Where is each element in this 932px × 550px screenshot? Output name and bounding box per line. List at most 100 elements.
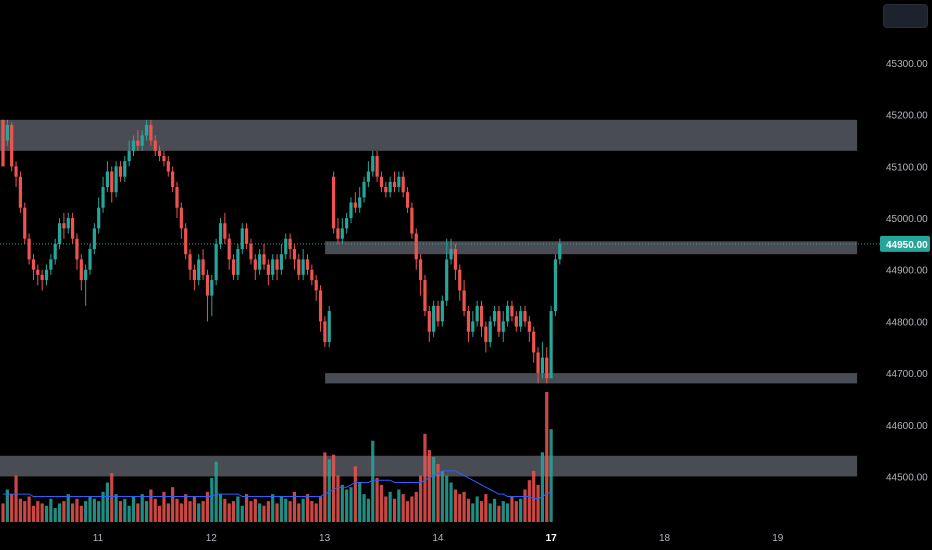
volume-bar [379,484,384,522]
volume-bar [123,498,127,522]
volume-bar [449,482,453,522]
candle-body [49,259,53,270]
volume-bar [227,503,231,522]
candle-body [527,321,531,332]
candle-body [27,238,31,260]
candle-body [271,259,275,275]
candle-body [410,207,414,234]
volume-bar [523,489,527,522]
volume-bar [388,491,392,522]
volume-bar [423,433,427,522]
volume-bar [144,501,149,522]
volume-bar [358,482,362,522]
volume-bar [397,489,401,522]
candle-body [53,243,57,260]
volume-bar [240,505,244,522]
y-tick-label: 45100.00 [886,162,928,173]
candle-body [345,218,349,229]
volume-ma-line [3,470,552,500]
candle-body [492,311,497,322]
candle-body [31,259,36,270]
candle-body [332,176,336,229]
volume-bar [488,503,492,522]
candle-body [323,321,327,343]
candle-body [519,311,523,327]
volume-bar [549,429,553,522]
candle-body [231,259,236,275]
candles-layer [1,119,562,384]
volume-bar [201,501,205,522]
zone-0 [0,119,858,151]
volume-bar [292,491,297,522]
candle-body [66,218,70,229]
candle-body [423,280,427,312]
candle-body [553,259,558,312]
last-price-value: 44950.00 [886,240,928,251]
candle-body [84,269,88,281]
volume-bar [231,501,236,522]
volume-bar [375,477,379,522]
volume-bar [53,508,57,522]
candle-body [349,202,353,219]
candle-body [210,280,214,296]
volume-bar [492,498,497,522]
candle-body [136,140,140,146]
volume-bar [432,457,436,522]
candle-body [75,238,79,260]
candle-body [258,254,262,270]
x-tick-label: 17 [546,533,558,544]
y-tick-label: 44500.00 [886,472,928,483]
volume-bar [205,491,210,522]
candle-body [501,321,505,332]
volume-bar [297,503,301,522]
candle-body [305,259,310,270]
volume-bar [75,498,79,522]
volume-bar [218,494,223,522]
candle-body [497,311,501,332]
chart-settings-button[interactable] [883,4,928,28]
candle-body [436,305,440,322]
candle-body [545,357,549,379]
candle-body [318,290,323,322]
volume-bar [127,505,131,522]
volume-bar [166,503,170,522]
candle-body [471,321,475,332]
volume-bar [110,473,114,522]
volume-bar [310,501,314,522]
candle-body [445,259,449,301]
volume-bar [275,503,279,522]
volume-bar [366,498,370,522]
volume-bar [484,494,488,522]
x-tick-label: 19 [772,533,784,544]
candle-body [336,228,340,239]
volume-bar [336,475,340,522]
candle-body [118,166,123,177]
candle-body [123,161,127,177]
candle-body [40,274,44,281]
volume-bar [105,482,109,522]
volume-bar [410,496,414,522]
volume-bar [519,498,523,522]
candle-body [44,269,49,281]
zones-layer [0,119,858,477]
candle-body [366,171,370,182]
volume-bar [71,503,75,522]
candle-body [297,259,301,275]
volume-bar [349,487,353,522]
volume-bar [540,452,544,522]
volume-bar [44,505,49,522]
candle-body [558,243,562,260]
candle-body [466,311,471,332]
x-axis: 11 12 13 14 17 18 19 [93,533,784,544]
volume-bar [318,496,323,522]
volume-bar [532,470,536,522]
volume-bar [440,470,444,522]
candle-body [432,305,436,332]
volume-bar [371,440,375,522]
candle-body [131,140,136,151]
volume-bar [210,477,214,522]
candle-body [227,238,231,260]
volume-bar [414,491,418,522]
y-tick-label: 45200.00 [886,111,928,122]
